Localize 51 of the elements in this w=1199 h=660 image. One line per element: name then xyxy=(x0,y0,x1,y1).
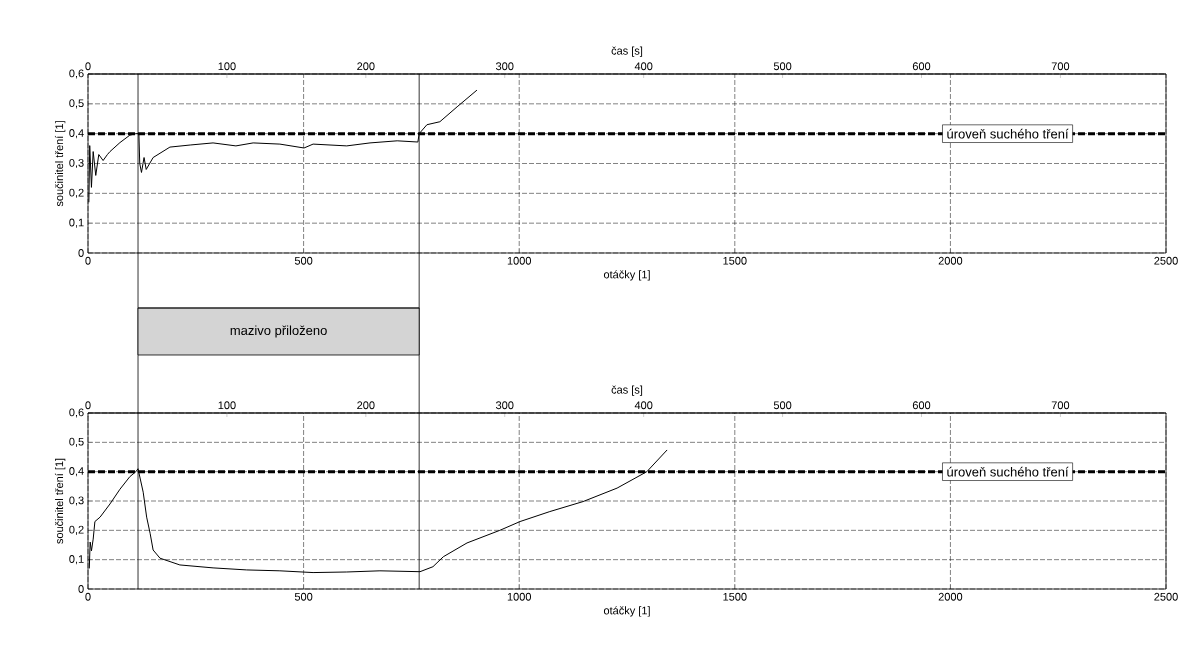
y-tick-label: 0,3 xyxy=(69,158,84,169)
y-tick-label: 0,2 xyxy=(69,188,84,198)
x-tick-label: 500 xyxy=(294,256,313,265)
x2-tick-label: 700 xyxy=(1051,62,1070,71)
x-tick-label: 2500 xyxy=(1154,256,1178,265)
x-tick-label: 2000 xyxy=(938,256,963,265)
x2-tick-label: 200 xyxy=(357,62,375,71)
text: mazivo přiloženo xyxy=(230,325,327,338)
y-tick-label: 0,6 xyxy=(69,69,84,79)
x2-tick-label: 300 xyxy=(495,401,514,410)
y-tick-label: 0 xyxy=(78,585,84,593)
x2-tick-label: 700 xyxy=(1051,401,1070,410)
x2-tick-label: 500 xyxy=(773,62,792,71)
ref-line-label: úroveň suchého tření xyxy=(947,128,1069,139)
y-tick-label: 0,1 xyxy=(69,218,84,228)
y-tick-label: 0,1 xyxy=(69,555,84,565)
x2-tick-label: 600 xyxy=(912,62,931,71)
x2-tick-label: 600 xyxy=(912,401,931,410)
y-tick-label: 0,4 xyxy=(69,129,84,139)
y-axis-title: součinitel tření [1] xyxy=(54,458,66,544)
x-tick-label: 2500 xyxy=(1154,592,1178,601)
x2-tick-label: 500 xyxy=(773,401,792,410)
y-tick-label: 0,6 xyxy=(69,408,84,418)
y-tick-label: 0,5 xyxy=(69,437,84,447)
x2-tick-label: 300 xyxy=(495,62,514,71)
x2-axis-title: čas [s] xyxy=(611,385,643,396)
x2-tick-label: 400 xyxy=(634,401,653,410)
y-axis-title: součinitel tření [1] xyxy=(54,121,66,207)
x2-tick-label: 400 xyxy=(634,62,653,71)
x-tick-label: 0 xyxy=(85,592,91,601)
x-axis-title: otáčky [1] xyxy=(603,606,650,617)
x-tick-label: 0 xyxy=(85,256,91,265)
y-tick-label: 0,4 xyxy=(69,467,84,477)
x-tick-label: 1000 xyxy=(507,256,531,265)
x-axis-title: otáčky [1] xyxy=(603,270,650,281)
y-tick-label: 0 xyxy=(78,249,84,257)
x-tick-label: 1000 xyxy=(507,592,531,601)
y-tick-label: 0,3 xyxy=(69,496,84,506)
x2-axis-title: čas [s] xyxy=(611,46,643,57)
ref-line-label: úroveň suchého tření xyxy=(947,466,1069,477)
y-tick-label: 0,2 xyxy=(69,525,84,535)
x2-tick-label: 200 xyxy=(357,401,375,410)
x-tick-label: 500 xyxy=(294,592,313,601)
x-tick-label: 2000 xyxy=(938,592,963,601)
x-tick-label: 1500 xyxy=(723,592,747,601)
x2-tick-label: 0 xyxy=(85,401,91,410)
x-tick-label: 1500 xyxy=(723,256,747,265)
x2-tick-label: 0 xyxy=(85,62,91,71)
x2-tick-label: 100 xyxy=(218,62,236,71)
x2-tick-label: 100 xyxy=(218,401,236,410)
y-tick-label: 0,5 xyxy=(69,99,84,109)
